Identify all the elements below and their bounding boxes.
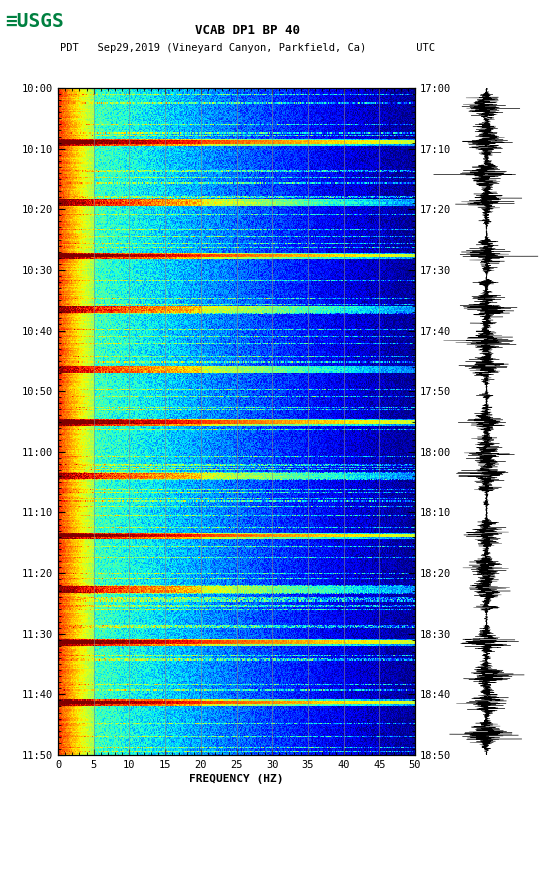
Text: ≡USGS: ≡USGS xyxy=(6,12,64,31)
X-axis label: FREQUENCY (HZ): FREQUENCY (HZ) xyxy=(189,774,284,784)
Text: PDT   Sep29,2019 (Vineyard Canyon, Parkfield, Ca)        UTC: PDT Sep29,2019 (Vineyard Canyon, Parkfie… xyxy=(60,43,435,53)
Text: VCAB DP1 BP 40: VCAB DP1 BP 40 xyxy=(195,23,300,37)
